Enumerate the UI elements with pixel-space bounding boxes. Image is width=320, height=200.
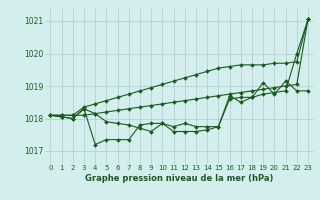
X-axis label: Graphe pression niveau de la mer (hPa): Graphe pression niveau de la mer (hPa) (85, 174, 273, 183)
